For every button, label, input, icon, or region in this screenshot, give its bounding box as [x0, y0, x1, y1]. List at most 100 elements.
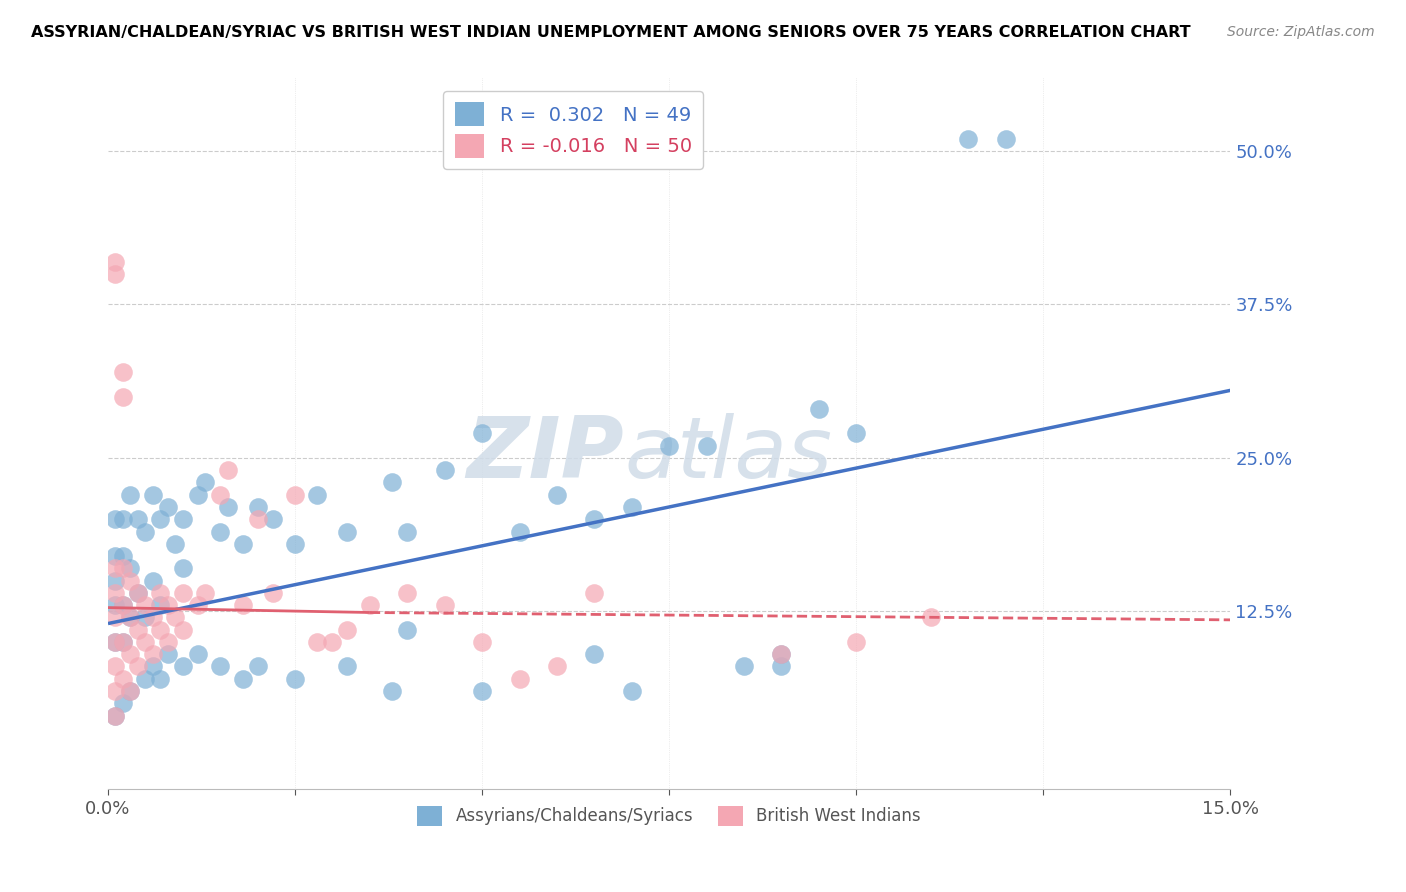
Point: [396, 623, 419, 637]
Point: [920, 610, 942, 624]
Point: [620, 500, 643, 514]
Point: [546, 488, 568, 502]
Point: [165, 610, 187, 624]
Point: [172, 512, 194, 526]
Point: [471, 635, 494, 649]
Point: [149, 672, 172, 686]
Point: [149, 512, 172, 526]
Point: [156, 647, 179, 661]
Point: [127, 586, 149, 600]
Point: [284, 488, 307, 502]
Point: [104, 598, 127, 612]
Point: [120, 574, 142, 588]
Point: [232, 598, 254, 612]
Point: [120, 647, 142, 661]
Point: [307, 488, 329, 502]
Legend: Assyrians/Chaldeans/Syriacs, British West Indians: Assyrians/Chaldeans/Syriacs, British Wes…: [409, 797, 929, 834]
Point: [658, 439, 681, 453]
Point: [111, 672, 134, 686]
Point: [142, 574, 165, 588]
Point: [336, 659, 359, 673]
Point: [120, 684, 142, 698]
Point: [127, 586, 149, 600]
Point: [172, 561, 194, 575]
Point: [134, 635, 156, 649]
Point: [770, 647, 793, 661]
Point: [433, 463, 456, 477]
Point: [733, 659, 755, 673]
Point: [509, 672, 531, 686]
Point: [142, 659, 165, 673]
Point: [807, 401, 830, 416]
Point: [246, 500, 269, 514]
Point: [994, 132, 1017, 146]
Point: [583, 647, 606, 661]
Point: [120, 610, 142, 624]
Point: [120, 684, 142, 698]
Point: [142, 488, 165, 502]
Point: [104, 610, 127, 624]
Point: [187, 647, 209, 661]
Point: [284, 672, 307, 686]
Point: [127, 659, 149, 673]
Point: [957, 132, 980, 146]
Point: [246, 659, 269, 673]
Point: [165, 537, 187, 551]
Point: [111, 598, 134, 612]
Point: [359, 598, 381, 612]
Point: [104, 561, 127, 575]
Point: [134, 672, 156, 686]
Point: [134, 610, 156, 624]
Point: [104, 708, 127, 723]
Point: [104, 254, 127, 268]
Point: [104, 267, 127, 281]
Point: [321, 635, 343, 649]
Point: [262, 586, 284, 600]
Point: [232, 537, 254, 551]
Point: [396, 524, 419, 539]
Point: [217, 500, 239, 514]
Point: [770, 647, 793, 661]
Point: [111, 635, 134, 649]
Point: [583, 512, 606, 526]
Point: [104, 549, 127, 563]
Point: [156, 500, 179, 514]
Point: [696, 439, 718, 453]
Point: [104, 708, 127, 723]
Point: [546, 659, 568, 673]
Point: [845, 426, 868, 441]
Point: [104, 586, 127, 600]
Point: [111, 390, 134, 404]
Point: [336, 623, 359, 637]
Point: [620, 684, 643, 698]
Point: [111, 696, 134, 710]
Point: [149, 623, 172, 637]
Point: [127, 623, 149, 637]
Point: [111, 561, 134, 575]
Point: [104, 684, 127, 698]
Point: [111, 512, 134, 526]
Point: [120, 610, 142, 624]
Point: [209, 659, 232, 673]
Point: [172, 623, 194, 637]
Point: [156, 635, 179, 649]
Point: [262, 512, 284, 526]
Point: [396, 586, 419, 600]
Point: [104, 659, 127, 673]
Point: [381, 475, 404, 490]
Point: [149, 586, 172, 600]
Text: atlas: atlas: [624, 413, 832, 496]
Text: ASSYRIAN/CHALDEAN/SYRIAC VS BRITISH WEST INDIAN UNEMPLOYMENT AMONG SENIORS OVER : ASSYRIAN/CHALDEAN/SYRIAC VS BRITISH WEST…: [31, 25, 1191, 40]
Point: [194, 475, 217, 490]
Point: [307, 635, 329, 649]
Point: [111, 635, 134, 649]
Point: [134, 524, 156, 539]
Point: [770, 659, 793, 673]
Point: [583, 586, 606, 600]
Point: [104, 635, 127, 649]
Point: [156, 598, 179, 612]
Point: [209, 488, 232, 502]
Text: ZIP: ZIP: [467, 413, 624, 496]
Point: [217, 463, 239, 477]
Point: [336, 524, 359, 539]
